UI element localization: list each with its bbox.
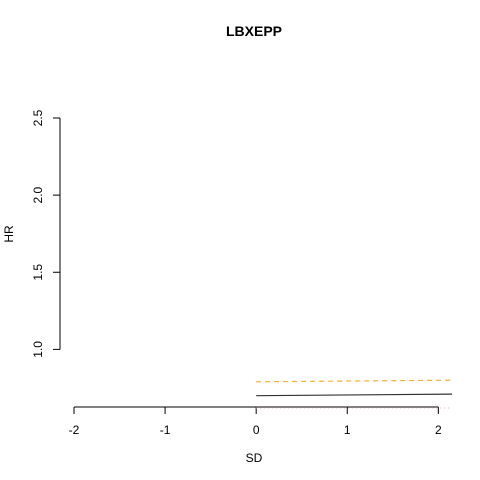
x-tick-label: 2 bbox=[435, 423, 442, 437]
x-tick-label: 0 bbox=[253, 423, 260, 437]
x-tick-label: 1 bbox=[344, 423, 351, 437]
y-tick-label: 2.5 bbox=[31, 109, 45, 126]
series-line-2 bbox=[256, 393, 453, 397]
plot-area bbox=[256, 379, 453, 409]
x-tick-label: -2 bbox=[69, 423, 80, 437]
x-axis-label: SD bbox=[246, 451, 263, 465]
series-line-1 bbox=[256, 379, 453, 383]
x-tick-label: -1 bbox=[160, 423, 171, 437]
y-tick-label: 1.0 bbox=[31, 341, 45, 358]
y-axis: 1.0 1.5 2.0 2.5 bbox=[31, 109, 61, 358]
chart-title: LBXEPP bbox=[226, 23, 282, 39]
y-axis-label: HR bbox=[2, 225, 16, 243]
x-axis: -2 -1 0 1 2 bbox=[69, 406, 442, 437]
y-tick-label: 1.5 bbox=[31, 264, 45, 281]
y-tick-label: 2.0 bbox=[31, 186, 45, 203]
